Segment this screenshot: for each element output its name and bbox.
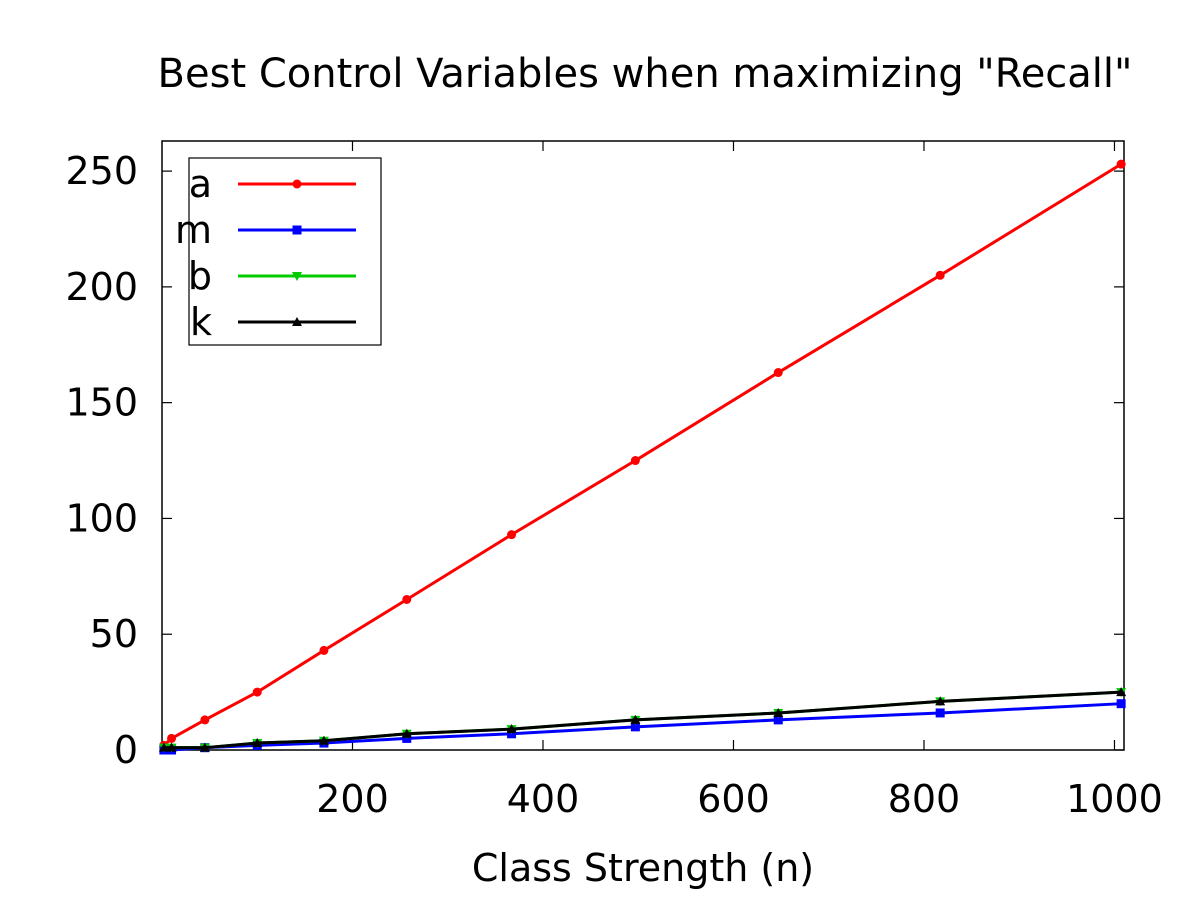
legend-marker-b <box>292 272 302 281</box>
data-point-k <box>199 742 210 752</box>
legend-label-b: b <box>188 254 212 298</box>
legend-label-a: a <box>189 162 212 206</box>
legend-box <box>188 157 382 346</box>
axis-ticks: 200 400 600 800 1000 0 50 100 150 200 250 <box>65 141 1163 821</box>
data-point-k <box>166 742 177 752</box>
x-axis-label: Class Strength (n) <box>472 846 814 890</box>
data-point-a <box>773 368 783 378</box>
data-point-k <box>506 724 517 734</box>
x-tick-label: 200 <box>316 777 389 821</box>
y-tick-label: 100 <box>65 496 138 540</box>
data-point-a <box>402 594 412 604</box>
legend-label-k: k <box>190 300 212 344</box>
y-tick-label: 200 <box>65 265 138 309</box>
x-tick-label: 600 <box>697 777 770 821</box>
data-point-a <box>935 270 945 280</box>
data-point-a <box>167 733 177 743</box>
chart-title: Best Control Variables when maximizing "… <box>158 51 1133 97</box>
data-point-k <box>158 742 169 752</box>
data-point-a <box>1116 159 1126 169</box>
y-tick-label: 150 <box>65 381 138 425</box>
series-line-k <box>163 690 1122 750</box>
data-point-k <box>318 735 329 745</box>
legend-marker-k <box>292 317 302 326</box>
x-tick-label: 1000 <box>1066 777 1163 821</box>
data-point-a <box>507 530 517 540</box>
data-point-a <box>252 687 262 697</box>
plot-frame <box>161 140 1125 751</box>
legend-marker-m <box>292 225 302 235</box>
legend-label-m: m <box>175 208 212 252</box>
series-m <box>159 699 1126 755</box>
series-layer <box>158 159 1127 755</box>
x-tick-label: 800 <box>888 777 961 821</box>
data-point-m <box>1116 699 1126 709</box>
data-point-m <box>773 715 783 725</box>
data-point-a <box>200 715 210 725</box>
series-k <box>158 687 1127 752</box>
legend-marker-a <box>292 179 302 189</box>
y-tick-label: 50 <box>90 612 138 656</box>
y-tick-label: 250 <box>65 149 138 193</box>
data-point-k <box>630 714 641 724</box>
data-point-a <box>630 456 640 466</box>
y-tick-label: 0 <box>114 728 138 772</box>
data-point-k <box>773 707 784 717</box>
data-point-k <box>1116 687 1127 697</box>
data-point-k <box>935 696 946 706</box>
data-point-m <box>935 708 945 718</box>
data-point-a <box>319 645 329 655</box>
data-point-k <box>252 738 263 748</box>
data-point-m <box>630 722 640 732</box>
data-point-k <box>401 728 412 738</box>
x-tick-label: 400 <box>507 777 580 821</box>
series-a <box>159 159 1126 750</box>
series-line-m <box>163 702 1122 752</box>
